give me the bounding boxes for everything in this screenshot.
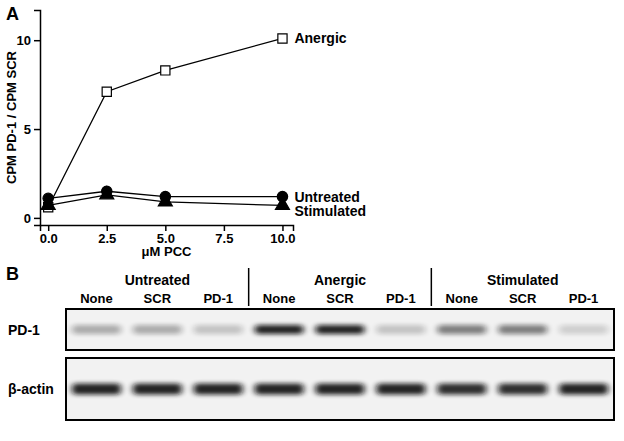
blot-band [498, 384, 547, 395]
y-tick-label: 10 [17, 33, 31, 48]
blot-band [437, 384, 486, 395]
lane-label: None [263, 291, 296, 306]
series-marker [161, 66, 170, 75]
y-tick-label: 5 [24, 122, 31, 137]
group-separator [248, 268, 250, 306]
series-marker [102, 87, 111, 96]
blot-band [133, 384, 182, 395]
blot-band [498, 325, 547, 334]
row-label: PD-1 [8, 322, 40, 338]
blot-band [255, 325, 304, 334]
blot-band [194, 325, 243, 334]
blot-frame [66, 358, 614, 420]
blot-band [316, 384, 365, 395]
y-axis-line [34, 11, 41, 226]
series-label: Anergic [294, 30, 346, 46]
blot-band [72, 325, 121, 334]
x-tick-mark [165, 225, 167, 231]
y-tick-mark [34, 218, 40, 220]
blot-row [72, 325, 608, 334]
series-marker [275, 197, 289, 209]
series-marker [278, 34, 287, 43]
x-axis-title: μM PCC [142, 244, 192, 259]
blot-band [255, 384, 304, 395]
group-label: Stimulated [487, 272, 559, 288]
x-axis-line [41, 226, 294, 232]
panel-label: B [6, 264, 19, 284]
series-line [48, 195, 282, 206]
lane-label: PD-1 [386, 291, 416, 306]
series-marker [41, 197, 55, 209]
blot-band [377, 384, 426, 395]
x-tick-label: 0.0 [40, 231, 58, 246]
lane-label: SCR [509, 291, 537, 306]
figure: A0.02.55.07.510.00510CPM PD-1 / CPM SCRμ… [0, 0, 624, 441]
y-tick: 10 [17, 33, 40, 48]
y-tick-mark [34, 40, 40, 42]
group-label: Untreated [125, 272, 190, 288]
y-tick-mark [34, 129, 40, 131]
row-label: β-actin [8, 381, 54, 397]
x-tick-mark [224, 225, 226, 231]
x-tick-label: 2.5 [98, 231, 116, 246]
group-label: Anergic [314, 272, 366, 288]
x-tick: 0.0 [40, 225, 58, 246]
group-separator [431, 268, 433, 306]
plot-marks [41, 34, 289, 212]
blot-band [437, 325, 486, 334]
x-tick-label: 7.5 [215, 231, 233, 246]
blot-band [133, 325, 182, 334]
series-label: Stimulated [294, 203, 366, 219]
lane-label: None [80, 291, 113, 306]
x-tick-label: 10.0 [270, 231, 295, 246]
x-tick: 2.5 [98, 225, 116, 246]
lane-label: PD-1 [203, 291, 233, 306]
y-tick: 0 [24, 211, 40, 226]
lane-label: SCR [326, 291, 354, 306]
x-tick: 7.5 [215, 225, 233, 246]
blot-band [72, 384, 121, 395]
series-line [48, 38, 282, 207]
x-tick-mark [282, 225, 284, 231]
lane-label: None [446, 291, 479, 306]
blot-band [559, 384, 608, 395]
x-tick: 10.0 [270, 225, 295, 246]
lane-label: SCR [144, 291, 172, 306]
blot-row [72, 384, 608, 395]
lane-label: PD-1 [569, 291, 599, 306]
y-tick: 5 [24, 122, 40, 137]
blot-band [559, 325, 608, 334]
x-tick-mark [48, 225, 50, 231]
panel-label: A [6, 4, 19, 24]
y-axis-title: CPM PD-1 / CPM SCR [4, 50, 19, 184]
blot-band [377, 325, 426, 334]
y-tick-label: 0 [24, 211, 31, 226]
blot-band [316, 325, 365, 334]
series-marker [100, 187, 114, 199]
blot-band [194, 384, 243, 395]
x-tick-mark [107, 225, 109, 231]
y-axis: 0 5 10 [17, 11, 41, 226]
blot-frame [66, 309, 614, 350]
series-marker [158, 194, 172, 206]
